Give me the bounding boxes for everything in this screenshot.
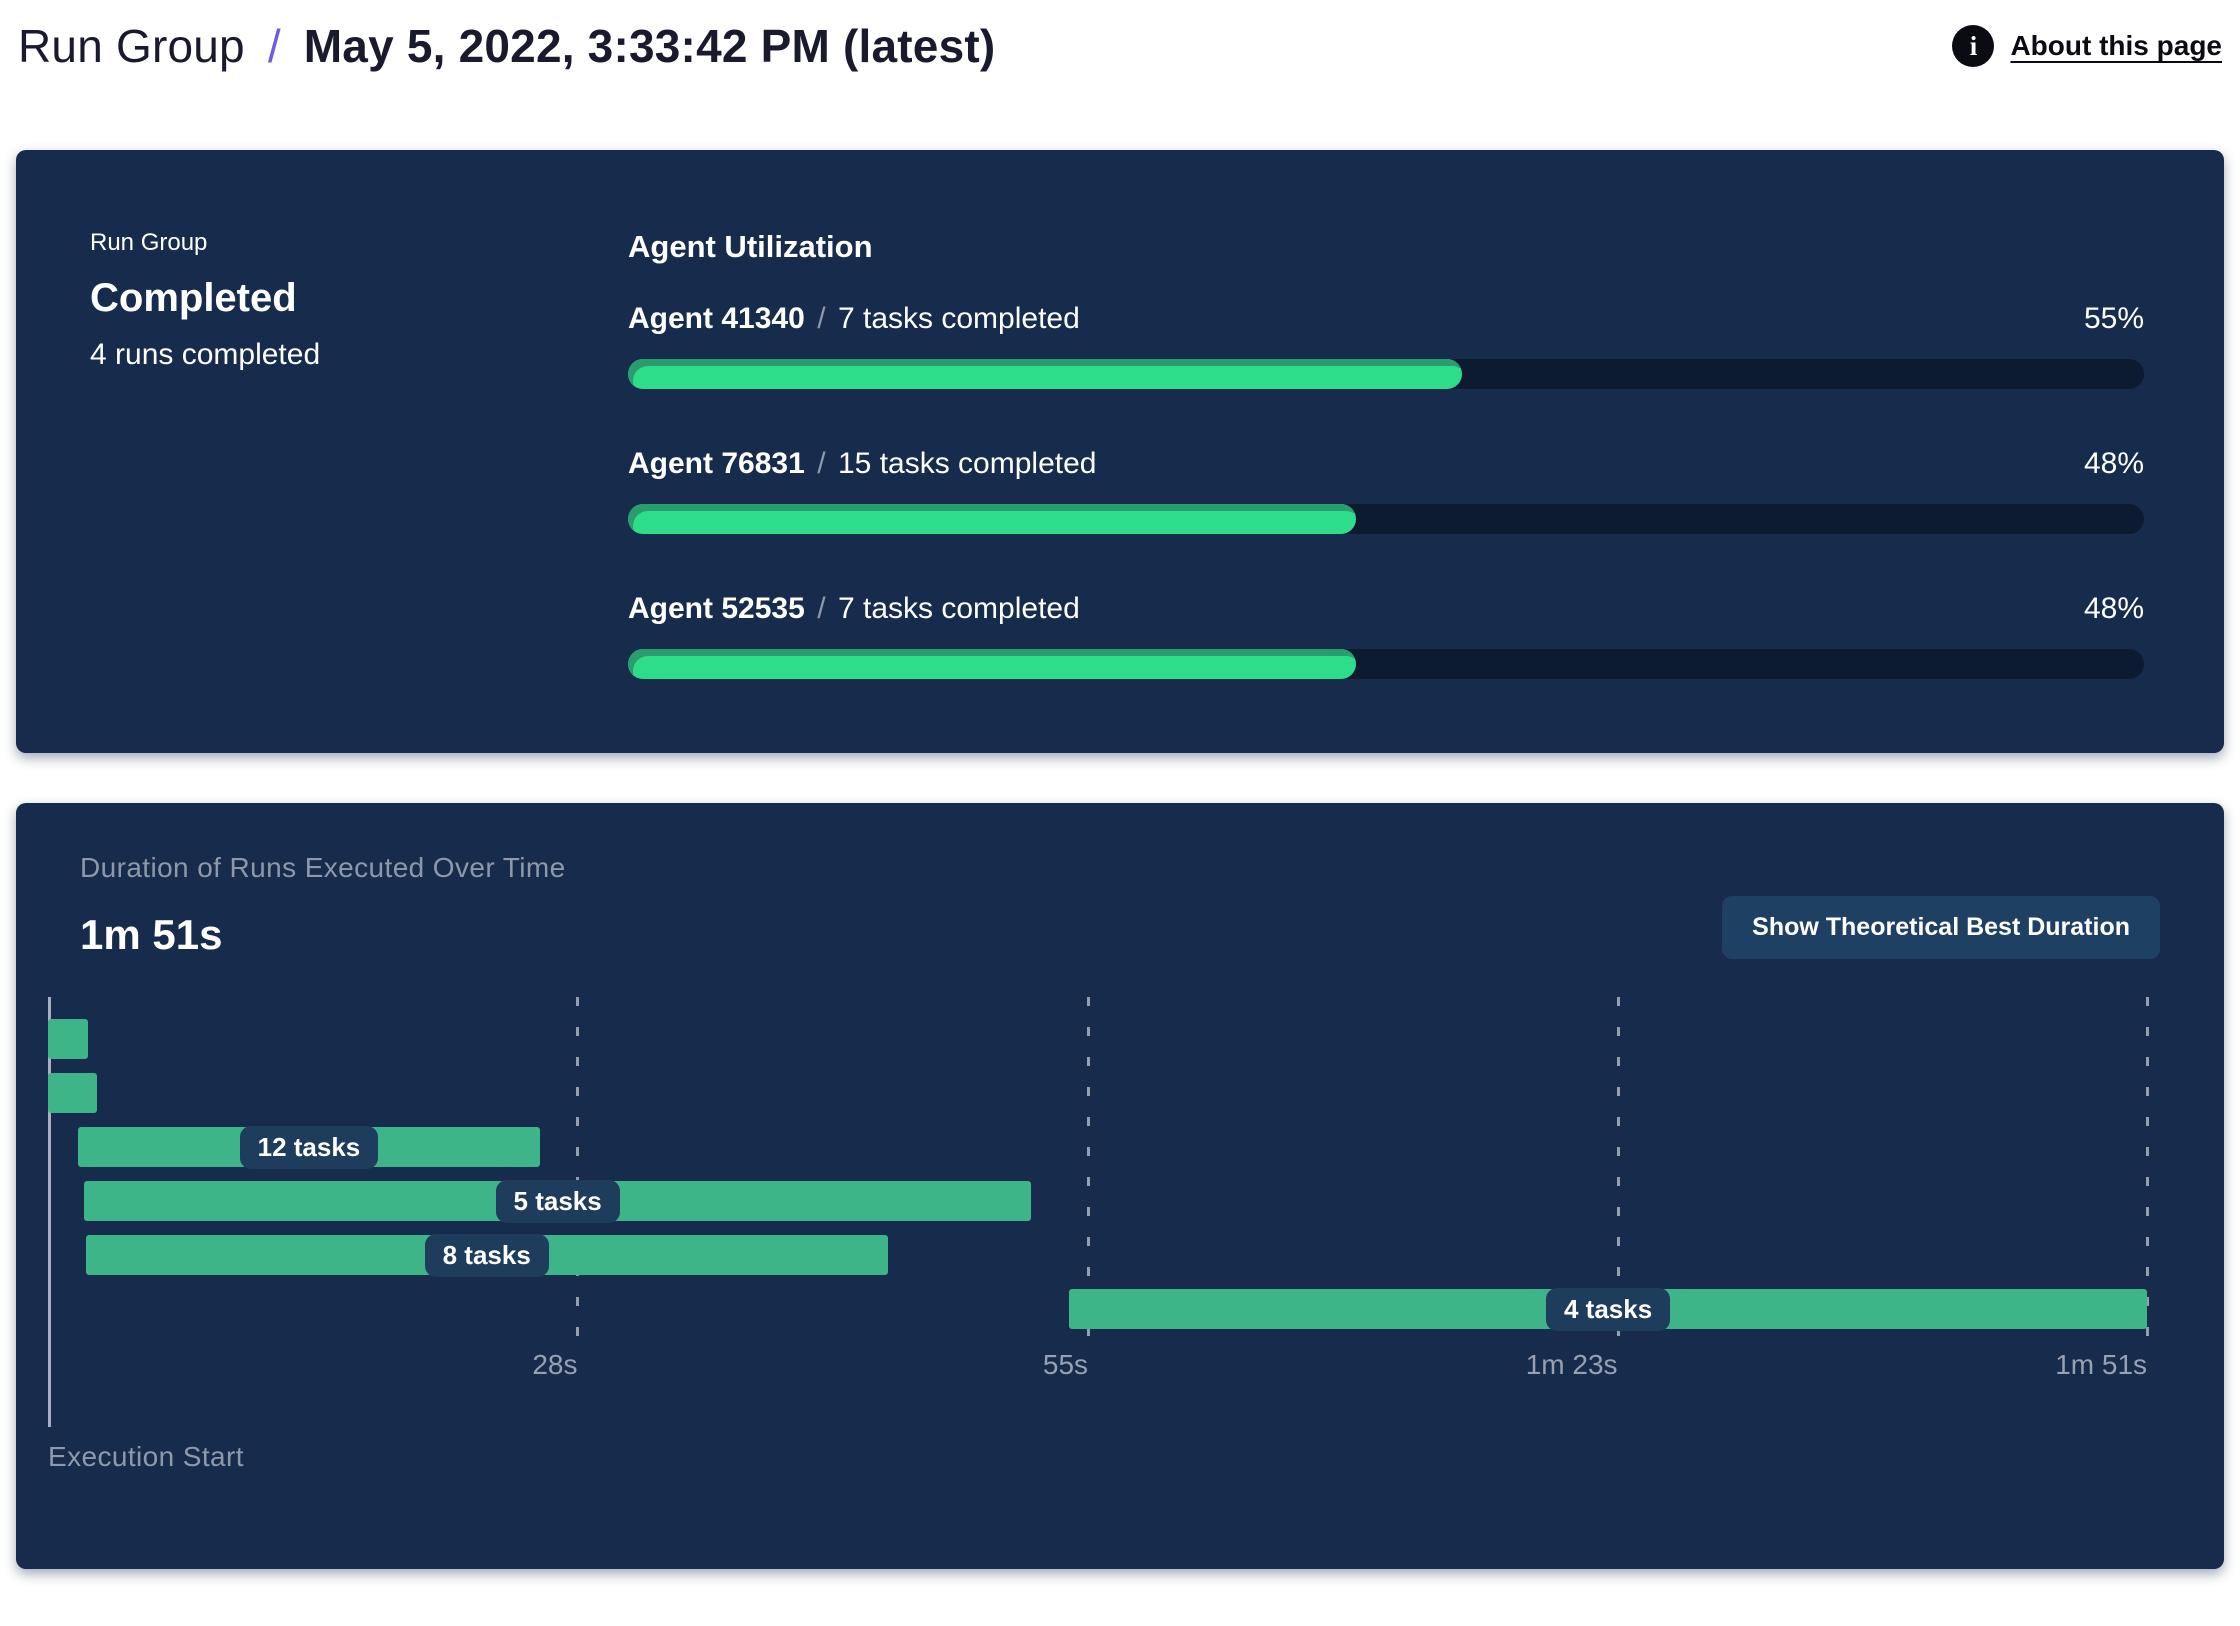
run-group-status: Completed (90, 276, 297, 320)
run-group-status-panel: Run Group Completed 4 runs completed Age… (16, 150, 2224, 753)
agent-utilization-row: Agent 41340 / 7 tasks completed 55% (628, 300, 2144, 389)
agent-row-head: Agent 41340 / 7 tasks completed 55% (628, 300, 2144, 343)
agent-utilization-row: Agent 52535 / 7 tasks completed 48% (628, 590, 2144, 679)
gantt-run-bar[interactable] (48, 1073, 98, 1113)
agent-name: Agent 76831 (628, 447, 805, 480)
execution-start-axis-line (48, 997, 51, 1427)
time-gridline (1616, 997, 1620, 1341)
agent-row-head: Agent 52535 / 7 tasks completed 48% (628, 590, 2144, 633)
agent-utilization-section: Agent Utilization Agent 41340 / 7 tasks … (628, 228, 2144, 679)
duration-titles: Duration of Runs Executed Over Time 1m 5… (80, 851, 566, 959)
page-title: May 5, 2022, 3:33:42 PM (latest) (303, 20, 996, 72)
duration-gantt-chart: Execution Start 28s 55s 1m 23s 1m 51s 12 tas… (48, 997, 2200, 1489)
run-group-summary: Run Group Completed 4 runs completed (90, 228, 628, 679)
agent-label-separator: / (817, 592, 826, 625)
gantt-run-bar[interactable]: 5 tasks (83, 1179, 1032, 1223)
time-gridline (2146, 997, 2150, 1341)
time-gridline (576, 997, 580, 1341)
runs-completed-count: 4 runs completed (90, 338, 321, 371)
breadcrumb-separator: / (267, 20, 281, 72)
gantt-run-bar[interactable]: 12 tasks (78, 1125, 540, 1169)
duration-chart-title: Duration of Runs Executed Over Time (80, 852, 566, 883)
agent-utilization-progressbar (628, 359, 2144, 389)
agent-name: Agent 52535 (628, 592, 805, 625)
agent-tasks-completed: 7 tasks completed (838, 302, 1080, 335)
gantt-bar-task-count-label: 8 tasks (424, 1233, 549, 1277)
agent-row-label: Agent 41340 / 7 tasks completed (628, 300, 1080, 343)
about-link-label: About this page (2010, 30, 2222, 61)
page-header: Run Group / May 5, 2022, 3:33:42 PM (lat… (16, 14, 2224, 78)
gantt-bar-task-count-label: 4 tasks (1546, 1287, 1671, 1331)
gantt-bar-task-count-label: 12 tasks (239, 1125, 379, 1169)
agent-row-label: Agent 52535 / 7 tasks completed (628, 590, 1080, 633)
gantt-run-bar[interactable] (48, 1019, 88, 1059)
agent-utilization-progressbar (628, 504, 2144, 534)
run-group-label: Run Group (90, 229, 208, 256)
duration-panel: Duration of Runs Executed Over Time 1m 5… (16, 803, 2224, 1569)
page: Run Group / May 5, 2022, 3:33:42 PM (lat… (16, 14, 2224, 1569)
execution-start-label: Execution Start (48, 1441, 244, 1472)
duration-panel-header: Duration of Runs Executed Over Time 1m 5… (80, 851, 2160, 959)
axis-tick-label: 28s (532, 1349, 578, 1380)
gantt-run-bar[interactable]: 8 tasks (85, 1233, 888, 1277)
axis-tick-label: 55s (1042, 1349, 1089, 1380)
breadcrumb: Run Group / May 5, 2022, 3:33:42 PM (lat… (18, 19, 995, 73)
agent-utilization-percent: 48% (2083, 592, 2144, 625)
agent-utilization-progress-fill (628, 359, 1462, 389)
agent-row-label: Agent 76831 / 15 tasks completed (628, 445, 1096, 488)
agent-tasks-completed: 15 tasks completed (838, 447, 1097, 480)
agent-row-head: Agent 76831 / 15 tasks completed 48% (628, 445, 2144, 488)
agent-utilization-percent: 48% (2083, 447, 2144, 480)
breadcrumb-run-group-link[interactable]: Run Group (18, 20, 245, 72)
agent-name: Agent 41340 (628, 302, 805, 335)
total-duration-value: 1m 51s (80, 911, 223, 958)
show-theoretical-best-duration-button[interactable]: Show Theoretical Best Duration (1722, 896, 2160, 959)
about-this-page-link[interactable]: i About this page (1952, 25, 2222, 67)
time-gridline (1087, 997, 1091, 1341)
agent-utilization-title: Agent Utilization (628, 229, 873, 264)
agent-utilization-row: Agent 76831 / 15 tasks completed 48% (628, 445, 2144, 534)
agent-label-separator: / (817, 447, 826, 480)
agent-label-separator: / (817, 302, 826, 335)
info-icon: i (1952, 25, 1995, 67)
agent-utilization-progress-fill (628, 649, 1356, 679)
agent-utilization-progress-fill (628, 504, 1356, 534)
axis-tick-label: 1m 51s (2055, 1349, 2148, 1380)
gantt-bar-task-count-label: 5 tasks (495, 1179, 620, 1223)
agent-tasks-completed: 7 tasks completed (838, 592, 1080, 625)
agent-utilization-percent: 55% (2083, 302, 2144, 335)
gantt-run-bar[interactable]: 4 tasks (1069, 1287, 2148, 1331)
axis-tick-label: 1m 23s (1525, 1349, 1618, 1380)
agent-utilization-progressbar (628, 649, 2144, 679)
